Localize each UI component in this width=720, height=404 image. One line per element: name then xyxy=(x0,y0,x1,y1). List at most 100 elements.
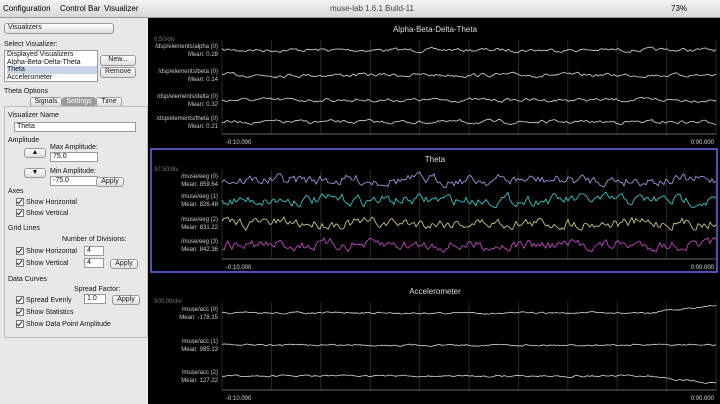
waveform xyxy=(221,46,717,54)
checkbox-label: Spread Evenly xyxy=(26,296,72,304)
channel-name: /dsp/elements/beta (0) xyxy=(158,69,218,75)
panel-title: Alpha-Beta-Delta-Theta xyxy=(393,25,478,34)
label: Min Amplitude: xyxy=(50,168,96,175)
group-title: Grid Lines xyxy=(8,225,40,232)
x-start: -0:10.000 xyxy=(226,396,252,402)
list-item[interactable]: Theta xyxy=(7,66,97,74)
checkbox-label: Show Vertical xyxy=(26,259,69,267)
channel-mean: Mean: -178.15 xyxy=(179,315,218,321)
checkbox[interactable]: Spread Evenly xyxy=(16,296,72,304)
text-field[interactable]: -75.0 xyxy=(50,176,98,186)
group-title: Amplitude xyxy=(8,137,40,144)
waveform xyxy=(221,343,717,347)
text-field[interactable]: 4 xyxy=(84,246,104,256)
group-title: Axes xyxy=(8,188,24,195)
text-field[interactable]: 75.0 xyxy=(50,152,98,162)
channel-mean: Mean: 842.36 xyxy=(181,247,218,253)
menu-item[interactable]: Control Bar xyxy=(60,4,101,13)
checkbox-label: Show Horizontal xyxy=(26,247,77,255)
channel-name: /muse/eeg (1) xyxy=(181,194,218,200)
button[interactable]: Apply xyxy=(96,177,124,187)
panel-border xyxy=(150,148,718,273)
channel-name: /dsp/elements/delta (0) xyxy=(157,94,218,100)
x-end: 0:00.000 xyxy=(691,140,715,146)
channel-mean: Mean: 0.32 xyxy=(188,102,219,108)
channel-mean: Mean: 831.22 xyxy=(181,225,218,231)
label: Number of Divisions: xyxy=(62,236,127,243)
label: Max Amplitude: xyxy=(50,144,98,151)
x-end: 0:00.000 xyxy=(691,396,715,402)
waveform xyxy=(221,191,717,209)
button[interactable]: Apply xyxy=(112,295,140,305)
text-field[interactable]: Theta xyxy=(14,122,136,132)
channel-name: /muse/eeg (3) xyxy=(181,239,218,245)
menu-item[interactable]: Visualizer xyxy=(104,4,139,13)
menu-item[interactable]: Configuration xyxy=(3,4,51,13)
x-end: 0:00.000 xyxy=(691,265,715,271)
stepper[interactable]: ▼ xyxy=(24,168,46,178)
channel-mean: Mean: 0.21 xyxy=(188,124,219,130)
x-start: -0:10.000 xyxy=(226,140,252,146)
window-title: muse-lab 1.6.1 Build-11 xyxy=(330,4,414,13)
button[interactable]: New... xyxy=(100,55,136,66)
channel-name: /muse/acc (0) xyxy=(182,307,218,313)
button[interactable]: Apply xyxy=(110,259,138,269)
checkbox[interactable]: Show Horizontal xyxy=(16,247,77,255)
settings-box xyxy=(4,106,148,338)
channel-name: /dsp/elements/theta (0) xyxy=(157,116,218,122)
button[interactable]: Remove xyxy=(100,67,136,78)
text-field[interactable]: 4 xyxy=(84,258,104,268)
plots: Alpha-Beta-Delta-Theta 0.50/div -0:10.000 0… xyxy=(150,25,718,402)
list-item[interactable]: Alpha-Beta-Delta-Theta xyxy=(7,58,81,66)
waveform xyxy=(222,374,717,384)
list-item[interactable]: Accelerometer xyxy=(7,73,53,81)
scale-label: 37.50/div xyxy=(154,167,178,173)
sidebar: Select Visualizer: Visualizers Displayed… xyxy=(0,18,148,404)
channel-name: /dsp/elements/alpha (0) xyxy=(155,44,218,50)
visualizer-list: Displayed Visualizers Alpha-Beta-Delta-T… xyxy=(4,50,98,82)
group-title: Data Curves xyxy=(8,276,47,283)
waveform xyxy=(221,237,717,253)
channel-mean: Mean: 859.64 xyxy=(181,182,218,188)
scale-label: 0.50/div xyxy=(154,37,175,43)
stepper[interactable]: ▲ xyxy=(24,148,46,158)
scale-label: 500.00/div xyxy=(154,299,182,305)
channel-name: /muse/acc (2) xyxy=(182,370,218,376)
waveform xyxy=(221,118,717,126)
channel-mean: Mean: 826.48 xyxy=(181,202,218,208)
channel-mean: Mean: 0.14 xyxy=(188,77,219,83)
checkbox[interactable]: Show Vertical xyxy=(16,259,68,267)
text-field[interactable]: 1.0 xyxy=(84,294,106,304)
channel-name: /muse/eeg (2) xyxy=(181,217,218,223)
waveform xyxy=(221,172,717,189)
x-start: -0:10.000 xyxy=(226,265,252,271)
checkbox[interactable]: Show Statistics xyxy=(16,308,73,316)
battery: 73% xyxy=(671,4,688,13)
dropdown[interactable]: Visualizers xyxy=(4,23,114,34)
menubar: Configuration Control Bar Visualizer mus… xyxy=(0,0,720,18)
panel-title: Theta xyxy=(425,155,446,164)
list-item[interactable]: Displayed Visualizers xyxy=(7,51,74,58)
waveform xyxy=(221,304,717,315)
channel-name: /muse/acc (1) xyxy=(182,339,218,345)
checkbox[interactable]: Show Data Point Amplitude xyxy=(16,320,111,328)
checkbox-label: Show Data Point Amplitude xyxy=(26,320,111,328)
checkbox-label: Show Statistics xyxy=(26,308,74,316)
checkbox[interactable]: Show Vertical xyxy=(16,209,68,217)
channel-mean: Mean: 127.22 xyxy=(181,378,218,384)
channel-mean: Mean: 0.28 xyxy=(188,52,219,58)
checkbox[interactable]: Show Horizontal xyxy=(16,198,77,206)
channel-name: /muse/eeg (0) xyxy=(181,174,218,180)
waveform xyxy=(221,215,717,231)
section-title: Theta Options xyxy=(4,88,48,95)
channel-mean: Mean: 985.13 xyxy=(181,347,218,353)
dropdown-text: Visualizers xyxy=(8,24,42,31)
label: Spread Factor: xyxy=(74,286,121,293)
label: Visualizer Name xyxy=(8,112,59,119)
checkbox-label: Show Vertical xyxy=(26,209,69,217)
panel-title: Accelerometer xyxy=(409,287,461,296)
checkbox-label: Show Horizontal xyxy=(26,198,77,206)
label: Select Visualizer: xyxy=(4,41,58,48)
waveform xyxy=(221,71,717,79)
